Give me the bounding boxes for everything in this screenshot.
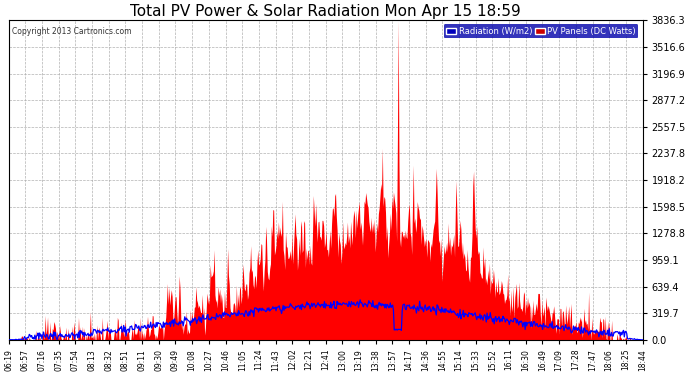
Text: Copyright 2013 Cartronics.com: Copyright 2013 Cartronics.com [12,27,131,36]
Legend: Radiation (W/m2), PV Panels (DC Watts): Radiation (W/m2), PV Panels (DC Watts) [444,24,638,39]
Title: Total PV Power & Solar Radiation Mon Apr 15 18:59: Total PV Power & Solar Radiation Mon Apr… [130,4,521,19]
